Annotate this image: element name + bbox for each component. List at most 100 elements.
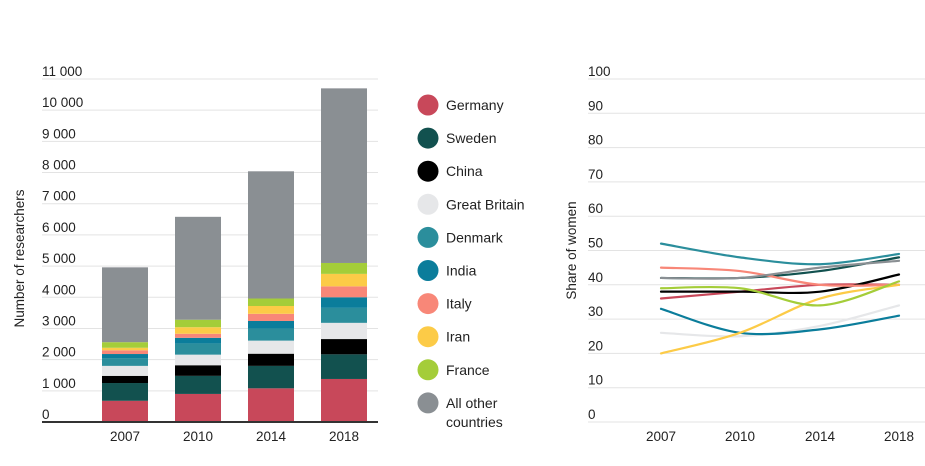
bar-segment <box>175 393 221 422</box>
bar-segment <box>248 340 294 354</box>
bar-segment <box>175 375 221 394</box>
legend-label: India <box>446 263 477 279</box>
bar-y-tick-label: 9 000 <box>42 126 76 141</box>
bar-y-tick-label: 1 000 <box>42 376 76 391</box>
bar-y-tick-label: 3 000 <box>42 313 76 328</box>
bar-segment <box>175 319 221 328</box>
bar-segment <box>102 267 148 343</box>
legend-swatch <box>417 127 439 149</box>
bar-segment <box>321 322 367 340</box>
bar-segment <box>248 365 294 389</box>
bar-segment <box>102 383 148 401</box>
legend-label: Italy <box>446 296 472 312</box>
line-y-tick-label: 90 <box>588 98 603 113</box>
bar-segment <box>248 313 294 321</box>
bar-segment <box>102 342 148 348</box>
legend-swatch <box>417 193 439 215</box>
line-y-tick-label: 10 <box>588 373 603 388</box>
line-y-tick-label: 0 <box>588 407 596 422</box>
bar-segment <box>102 375 148 384</box>
bar-segment <box>321 262 367 274</box>
line-y-tick-label: 60 <box>588 201 603 216</box>
bar-segment <box>248 320 294 329</box>
bar-x-tick-label: 2007 <box>110 429 140 444</box>
bar-segment <box>175 343 221 355</box>
line-chart: 0 10 20 30 40 50 60 70 80 90 100 Share of women 2007… <box>564 64 925 444</box>
bar-y-tick-label: 4 000 <box>42 282 76 297</box>
legend-swatch <box>417 94 439 116</box>
line-series <box>659 259 901 280</box>
legend-label: All other <box>446 395 498 411</box>
legend-label: countries <box>446 414 503 430</box>
line-series <box>659 266 901 287</box>
line-y-tick-label: 50 <box>588 236 603 251</box>
line-series <box>659 280 901 307</box>
line-y-tick-label: 100 <box>588 64 611 79</box>
bar-segment <box>248 353 294 366</box>
line-series <box>659 283 901 355</box>
bar-y-axis-label: Number of researchers <box>12 189 27 327</box>
bar-segment <box>321 378 367 422</box>
line-y-tick-label: 30 <box>588 304 603 319</box>
bar-segment <box>321 273 367 287</box>
bar-segment <box>102 365 148 376</box>
bar-segment <box>321 297 367 308</box>
legend-swatch <box>417 226 439 248</box>
bar-y-tick-label: 10 000 <box>42 95 83 110</box>
legend-swatch <box>417 160 439 182</box>
bar-y-tick-label: 11 000 <box>42 64 82 79</box>
line-x-tick-label: 2010 <box>725 429 755 444</box>
line-x-tick-label: 2018 <box>884 429 914 444</box>
legend-label: Denmark <box>446 229 504 245</box>
bar-segment <box>175 327 221 334</box>
legend: Germany Sweden China Great Britain Denmark In… <box>417 94 525 430</box>
bar-x-tick-label: 2018 <box>329 429 359 444</box>
legend-label: China <box>446 163 483 179</box>
bar-chart: 0 1 000 2 000 3 000 4 000 5 000 6 000 7 000 8 00… <box>12 64 378 444</box>
bar-segment <box>248 171 294 299</box>
line-y-tick-label: 40 <box>588 270 603 285</box>
line-series <box>659 283 901 300</box>
bar-segment <box>102 354 148 359</box>
legend-label: Great Britain <box>446 196 525 212</box>
bar-y-tick-label: 8 000 <box>42 158 76 173</box>
bar-segment <box>321 307 367 323</box>
bar-segment <box>321 339 367 355</box>
bar-x-tick-label: 2014 <box>256 429 287 444</box>
legend-swatch <box>417 260 439 281</box>
bar-segment <box>102 358 148 366</box>
bar-segment <box>248 328 294 341</box>
bar-segment <box>175 216 221 320</box>
bar-segment <box>248 298 294 307</box>
bar-x-tick-label: 2010 <box>183 429 213 444</box>
bar-segment <box>102 350 148 355</box>
bar-segment <box>321 88 367 263</box>
legend-swatch <box>417 392 439 414</box>
legend-swatch <box>417 326 439 348</box>
bar-segment <box>175 365 221 376</box>
bar-segment <box>321 354 367 379</box>
bar-y-tick-label: 0 <box>42 407 50 422</box>
bar-segment <box>102 347 148 351</box>
bar-segment <box>175 354 221 366</box>
legend-label: Germany <box>446 97 504 113</box>
line-x-tick-label: 2014 <box>805 429 836 444</box>
bar-y-tick-label: 6 000 <box>42 220 76 235</box>
bar-y-tick-label: 7 000 <box>42 189 76 204</box>
bar-segment <box>175 337 221 344</box>
line-y-tick-label: 80 <box>588 133 603 148</box>
bar-segment <box>248 388 294 422</box>
line-series <box>659 307 901 336</box>
line-y-tick-label: 20 <box>588 338 603 353</box>
bar-segment <box>102 400 148 422</box>
bar-segment <box>175 333 221 338</box>
legend-label: Iran <box>446 329 470 345</box>
legend-label: Sweden <box>446 130 497 146</box>
legend-label: France <box>446 362 490 378</box>
line-y-tick-label: 70 <box>588 167 603 182</box>
bar-y-tick-label: 5 000 <box>42 251 76 266</box>
bar-y-tick-label: 2 000 <box>42 345 76 360</box>
legend-swatch <box>417 293 439 315</box>
line-y-axis-label: Share of women <box>564 201 579 299</box>
